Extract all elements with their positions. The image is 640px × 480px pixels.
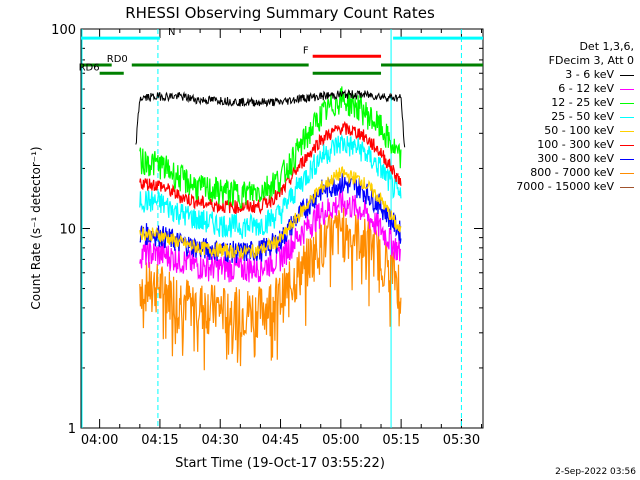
- legend-detectors: Det 1,3,6,: [579, 40, 634, 53]
- x-tick-label: 05:30: [443, 433, 480, 448]
- x-tick-label: 04:45: [262, 433, 299, 448]
- legend-item-label: 100 - 300 keV: [537, 138, 614, 151]
- legend-item-label: 7000 - 15000 keV: [516, 180, 614, 193]
- legend-swatch: [620, 130, 634, 132]
- state-bar-label: RD6: [79, 62, 100, 73]
- legend-item-label: 6 - 12 keV: [558, 82, 614, 95]
- legend-item: 3 - 6 keV: [484, 68, 634, 82]
- legend: Det 1,3,6, FDecim 3, Att 0 3 - 6 keV 6 - …: [484, 40, 634, 194]
- legend-item-label: 300 - 800 keV: [537, 152, 614, 165]
- legend-item-label: 25 - 50 keV: [551, 110, 614, 123]
- legend-item: 25 - 50 keV: [484, 110, 634, 124]
- plot-area: 1 10 100 04:00 04:15 04:30 04:45 05:00 05:15 05:3…: [51, 23, 484, 448]
- legend-decimation: FDecim 3, Att 0: [548, 54, 634, 67]
- legend-swatch: [620, 158, 634, 160]
- legend-swatch: [620, 144, 634, 146]
- x-axis-label: Start Time (19-Oct-17 03:55:22): [175, 456, 385, 471]
- generation-datestamp: 2-Sep-2022 03:56: [555, 467, 636, 477]
- legend-item: 100 - 300 keV: [484, 138, 634, 152]
- series-line: [139, 86, 402, 209]
- chart-title: RHESSI Observing Summary Count Rates: [125, 4, 435, 22]
- legend-swatch: [620, 88, 634, 90]
- legend-entries: 3 - 6 keV 6 - 12 keV 12 - 25 keV 25 - 50 ke…: [484, 68, 634, 194]
- state-bar-label: F: [303, 45, 309, 56]
- legend-item-label: 800 - 7000 keV: [530, 166, 614, 179]
- state-bar-label: N: [168, 27, 175, 38]
- legend-item: 12 - 25 keV: [484, 96, 634, 110]
- state-bar-label: RD0: [107, 54, 128, 65]
- y-tick-label: 10: [59, 223, 76, 238]
- y-tick-label: 1: [68, 422, 76, 437]
- legend-swatch: [620, 186, 634, 188]
- series-line: [135, 89, 406, 148]
- x-tick-label: 05:15: [382, 433, 419, 448]
- legend-item: 6 - 12 keV: [484, 82, 634, 96]
- y-tick-label: 100: [51, 23, 76, 38]
- legend-swatch: [620, 102, 634, 104]
- x-tick-label: 05:00: [322, 433, 359, 448]
- legend-swatch: [620, 116, 634, 118]
- y-axis-label: Count Rate (s⁻¹ detector⁻¹): [29, 146, 43, 309]
- legend-swatch: [620, 172, 634, 174]
- legend-item: 50 - 100 keV: [484, 124, 634, 138]
- legend-item: 7000 - 15000 keV: [484, 180, 634, 194]
- series-line: [139, 207, 402, 371]
- series-line: [139, 166, 402, 261]
- x-tick-label: 04:15: [141, 433, 178, 448]
- legend-item-label: 50 - 100 keV: [544, 124, 614, 137]
- legend-item: 800 - 7000 keV: [484, 166, 634, 180]
- legend-item-label: 3 - 6 keV: [565, 68, 614, 81]
- legend-item: 300 - 800 keV: [484, 152, 634, 166]
- legend-swatch: [620, 74, 634, 76]
- legend-item-label: 12 - 25 keV: [551, 96, 614, 109]
- series-line: [139, 133, 402, 239]
- series-line: [139, 120, 402, 215]
- x-tick-label: 04:30: [201, 433, 238, 448]
- x-tick-label: 04:00: [81, 433, 118, 448]
